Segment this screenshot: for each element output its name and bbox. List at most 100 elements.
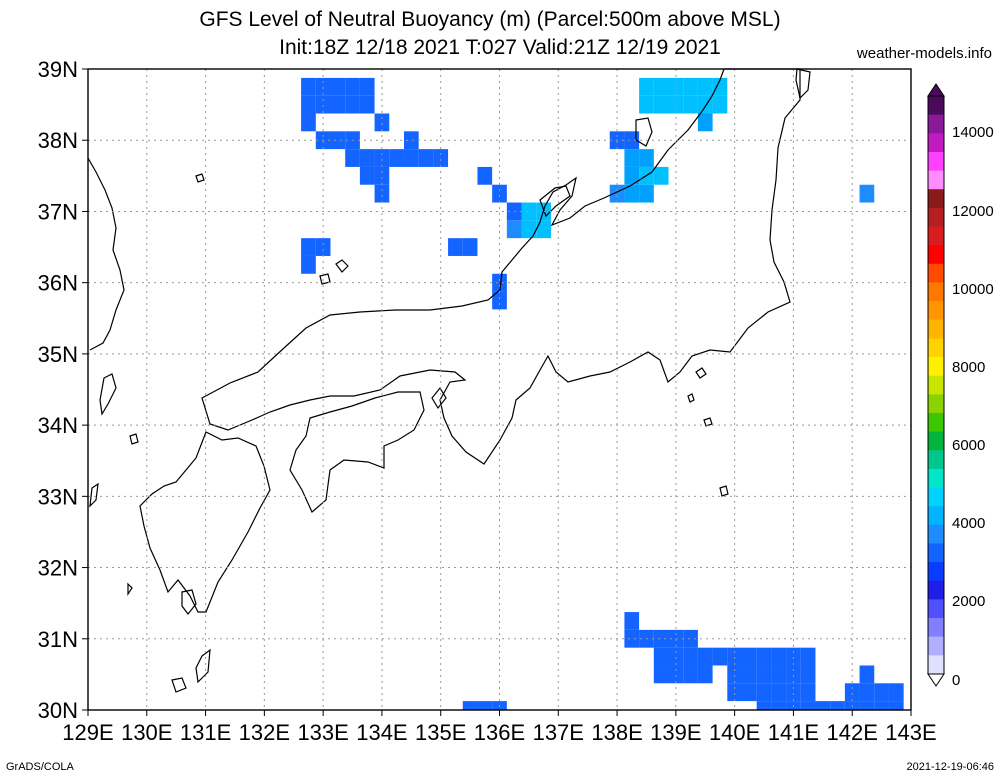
- data-cell: [403, 131, 419, 150]
- data-cell: [712, 95, 728, 114]
- data-cell: [830, 701, 845, 710]
- coastline-koshiki: [127, 582, 133, 596]
- data-cell: [315, 238, 331, 256]
- lon-label: 140E: [709, 720, 760, 745]
- lon-label: 131E: [180, 720, 231, 745]
- data-cell: [859, 683, 875, 702]
- data-cell: [330, 77, 346, 96]
- data-cell: [462, 701, 478, 710]
- colorbar-swatch: [928, 450, 944, 470]
- data-cell: [727, 647, 742, 666]
- data-cell: [418, 149, 434, 167]
- data-cells: [301, 77, 904, 710]
- colorbar-swatch: [928, 338, 944, 358]
- data-cell: [301, 95, 316, 114]
- data-cell: [477, 166, 493, 185]
- data-cell: [374, 149, 390, 167]
- data-cell: [330, 131, 346, 150]
- colorbar-swatch: [928, 412, 944, 433]
- data-cell: [844, 683, 860, 702]
- colorbar-top-arrow: [927, 83, 945, 97]
- data-cell: [741, 647, 757, 666]
- data-cell: [345, 77, 360, 96]
- data-cell: [800, 701, 816, 710]
- data-cell: [492, 291, 507, 310]
- data-cell: [653, 77, 669, 96]
- data-cell: [374, 184, 390, 203]
- lon-label: 143E: [885, 720, 936, 745]
- data-cell: [756, 701, 772, 710]
- coastline-honshu: [201, 68, 801, 465]
- data-cell: [668, 647, 684, 666]
- lon-label: 141E: [768, 720, 819, 745]
- data-cell: [624, 149, 640, 167]
- colorbar-swatch: [928, 431, 944, 451]
- data-cell: [653, 95, 669, 114]
- lat-label: 36N: [38, 271, 78, 296]
- data-cell: [521, 202, 537, 221]
- coastline-noto: [539, 185, 571, 218]
- data-cell: [888, 683, 904, 702]
- coastline-izu1: [695, 367, 707, 379]
- data-cell: [815, 701, 831, 710]
- data-cell: [301, 238, 316, 256]
- coastline-shikoku: [289, 391, 425, 513]
- data-cell: [653, 647, 669, 666]
- data-cell: [403, 149, 419, 167]
- colorbar-swatch: [928, 636, 944, 656]
- data-cell: [301, 255, 316, 274]
- data-cell: [756, 647, 772, 666]
- coastlines: [87, 68, 811, 693]
- data-cell: [712, 647, 728, 666]
- data-cell: [756, 683, 772, 702]
- data-cell: [697, 77, 713, 96]
- coastline-iki: [129, 433, 139, 445]
- lon-label: 135E: [415, 720, 466, 745]
- colorbar-swatch: [928, 543, 944, 563]
- data-cell: [653, 665, 669, 684]
- data-cell: [374, 166, 390, 185]
- data-cell: [874, 701, 889, 710]
- data-cell: [697, 113, 713, 132]
- coastline-sado: [635, 117, 653, 147]
- data-cell: [448, 238, 463, 256]
- data-cell: [301, 77, 316, 96]
- colorbar-swatch: [928, 524, 944, 544]
- data-cell: [683, 95, 698, 114]
- data-cell: [639, 77, 654, 96]
- lat-label: 33N: [38, 484, 78, 509]
- colorbar-label: 2000: [952, 593, 985, 610]
- colorbar-swatch: [928, 618, 944, 638]
- colorbar-swatch: [928, 580, 944, 600]
- map-subtitle: Init:18Z 12/18 2021 T:027 Valid:21Z 12/1…: [279, 36, 721, 59]
- latitude-labels: 39N 38N 37N 36N 35N 34N 33N 32N 31N 30N: [38, 57, 78, 723]
- data-cell: [800, 647, 816, 666]
- data-cell: [359, 149, 375, 167]
- data-cell: [301, 113, 316, 132]
- data-cell: [859, 665, 875, 684]
- lon-label: 139E: [650, 720, 701, 745]
- colorbar-label: 14000: [952, 124, 994, 141]
- colorbar-swatch: [928, 151, 944, 172]
- colorbar-swatch: [928, 487, 944, 507]
- data-cell: [506, 220, 522, 239]
- data-cell: [639, 149, 654, 167]
- colorbar-swatch: [928, 114, 944, 134]
- data-cell: [741, 683, 757, 702]
- footer-software: GrADS/COLA: [6, 761, 74, 773]
- data-cell: [786, 665, 801, 684]
- lat-label: 39N: [38, 57, 78, 82]
- coastline-tanegashima: [195, 648, 211, 684]
- data-cell: [859, 184, 875, 203]
- colorbar-swatch: [928, 375, 944, 395]
- data-cell: [359, 166, 375, 185]
- data-cell: [624, 184, 640, 203]
- colorbar-label: 8000: [952, 359, 985, 376]
- data-cell: [668, 665, 684, 684]
- data-cell: [624, 612, 640, 630]
- source-credit: weather-models.info: [856, 45, 992, 62]
- data-cell: [433, 149, 449, 167]
- lat-label: 34N: [38, 413, 78, 438]
- coastline-goto: [89, 482, 99, 508]
